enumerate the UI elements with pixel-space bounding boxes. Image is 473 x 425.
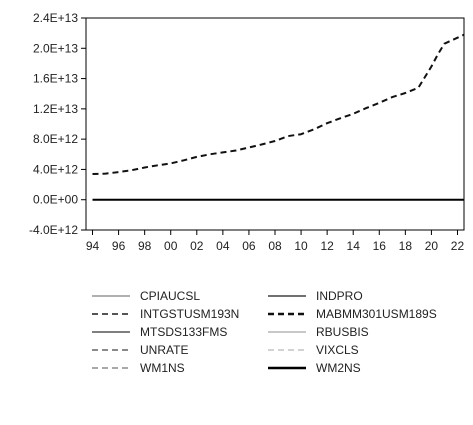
plot-frame [85,17,465,231]
legend-label: CPIAUCSL [140,289,200,303]
legend: CPIAUCSL INDPRO INTGSTUSM193N MABMM301USM18… [92,289,437,375]
x-tick-label: 12 [320,239,334,253]
y-tick-label: 2.4E+13 [33,11,78,25]
y-tick-label: 2.0E+13 [33,41,78,55]
legend-label: VIXCLS [316,343,359,357]
x-tick-label: 96 [112,239,126,253]
y-tick-label: 1.2E+13 [33,102,78,116]
x-tick-label: 06 [242,239,256,253]
y-tick-label: 1.6E+13 [33,72,78,86]
y-tick-label: 4.0E+12 [33,162,78,176]
x-tick-label: 08 [268,239,282,253]
y-tick-label: 8.0E+12 [33,132,78,146]
legend-label: INTGSTUSM193N [140,307,239,321]
axes: 2.4E+13 2.0E+13 1.6E+13 1.2E+13 8.0E+12 4.0E+… [29,11,465,253]
y-tick-label: 0.0E+00 [33,193,78,207]
x-tick-label: 94 [86,239,100,253]
x-tick-label: 00 [164,239,178,253]
plot-area [85,17,465,231]
x-tick-label: 20 [425,239,439,253]
x-tick-label: 04 [216,239,230,253]
x-tick-label: 22 [451,239,465,253]
x-tick-label: 10 [294,239,308,253]
legend-label: RBUSBIS [316,325,369,339]
legend-label: INDPRO [316,289,363,303]
series-line-mabmm301usm189s [92,33,465,175]
series-layer [92,33,465,201]
legend-label: UNRATE [140,343,188,357]
legend-label: WM1NS [140,361,185,375]
x-tick-label: 14 [347,239,361,253]
legend-label: MABMM301USM189S [316,307,437,321]
legend-label: WM2NS [316,361,361,375]
x-tick-label: 18 [399,239,413,253]
x-tick-label: 02 [190,239,204,253]
legend-label: MTSDS133FMS [140,325,227,339]
y-tick-label: -4.0E+12 [29,223,78,237]
x-tick-label: 98 [138,239,152,253]
x-tick-label: 16 [373,239,387,253]
